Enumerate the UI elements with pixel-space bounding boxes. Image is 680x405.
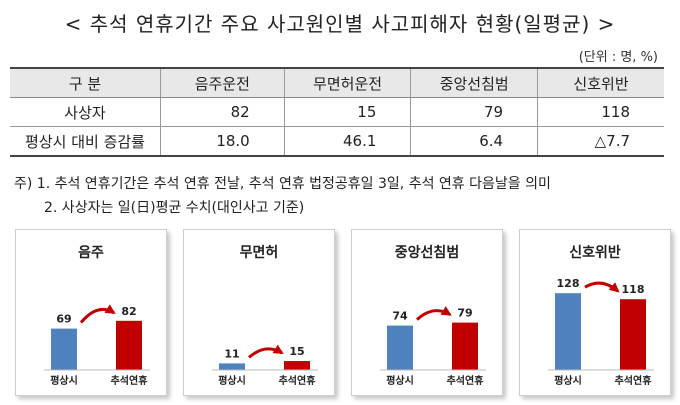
- category-label: 평상시: [386, 374, 414, 387]
- bar: [387, 325, 413, 370]
- table-cell: 46.1: [283, 126, 411, 157]
- trend-arrow-head: [440, 306, 452, 316]
- footnotes: 주) 1. 추석 연휴기간은 추석 연휴 전날, 추석 연휴 법정공휴일 3일,…: [14, 172, 551, 220]
- table-cell: 82: [160, 97, 285, 127]
- data-label: 11: [224, 347, 239, 360]
- bar: [555, 293, 581, 370]
- bar: [116, 320, 142, 370]
- footnote: 2. 사상자는 일(日)평균 수치(대인사고 기준): [44, 200, 305, 216]
- table-row: 사상자 82 15 79 118: [10, 97, 664, 127]
- table-row: 평상시 대비 증감률 18.0 46.1 6.4 △7.7: [10, 126, 664, 157]
- header-drunk: 음주운전: [160, 67, 285, 98]
- data-label: 82: [121, 305, 136, 318]
- bar: [452, 322, 478, 370]
- trend-arrow-head: [104, 304, 116, 314]
- table-cell: 18.0: [160, 126, 285, 157]
- chart-title: 음주: [78, 245, 104, 261]
- table-cell: 79: [410, 97, 538, 127]
- category-label: 평상시: [218, 374, 246, 387]
- category-label: 평상시: [50, 374, 78, 387]
- header-unlicensed: 무면허운전: [283, 67, 411, 98]
- header-centerline: 중앙선침범: [410, 67, 538, 98]
- chart-svg: 74 평상시 79 추석연휴: [380, 306, 486, 387]
- data-label: 74: [392, 310, 408, 323]
- footnote: 주) 1. 추석 연휴기간은 추석 연휴 전날, 추석 연휴 법정공휴일 3일,…: [14, 176, 551, 192]
- trend-arrow-head: [608, 282, 620, 293]
- data-label: 118: [622, 283, 645, 296]
- bar: [219, 363, 245, 370]
- trend-arrow-head: [272, 344, 284, 355]
- header-signal: 신호위반: [537, 67, 664, 98]
- page-title: < 추석 연휴기간 주요 사고원인별 사고피해자 현황(일평균) >: [64, 12, 616, 36]
- data-label: 79: [457, 307, 472, 320]
- table-header-row: 구 분 음주운전 무면허운전 중앙선침범 신호위반: [10, 67, 664, 98]
- chart-title: 신호위반: [569, 245, 621, 261]
- bar: [620, 299, 646, 370]
- category-label: 추석연휴: [111, 374, 148, 387]
- table-cell: 15: [283, 97, 411, 127]
- data-label: 128: [557, 277, 580, 290]
- chart-title: 무면허: [239, 245, 279, 261]
- category-label: 추석연휴: [447, 374, 484, 387]
- chart-title: 중앙선침범: [394, 245, 460, 261]
- chart-svg: 128 평상시 118 추석연휴: [548, 277, 654, 387]
- bar: [51, 328, 77, 370]
- bar: [284, 361, 310, 370]
- category-label: 추석연휴: [615, 374, 652, 387]
- data-label: 69: [56, 313, 71, 326]
- chart-panel: 음주 69 평상시 82 추석연휴: [15, 229, 167, 396]
- stats-table: 구 분 음주운전 무면허운전 중앙선침범 신호위반 사상자 82 15 79 1…: [10, 67, 664, 157]
- chart-svg: 11 평상시 15 추석연휴: [212, 344, 318, 387]
- chart-panel: 중앙선침범 74 평상시 79 추석연휴: [351, 229, 503, 396]
- table-cell: 118: [537, 97, 664, 127]
- data-label: 15: [289, 345, 304, 358]
- category-label: 평상시: [554, 374, 582, 387]
- row-label: 사상자: [10, 97, 161, 127]
- header-category: 구 분: [10, 67, 161, 98]
- table-cell: △7.7: [537, 126, 664, 157]
- chart-panel: 신호위반 128 평상시 118 추석연휴: [519, 229, 671, 396]
- chart-panel: 무면허 11 평상시 15 추석연휴: [183, 229, 335, 396]
- table-cell: 6.4: [410, 126, 538, 157]
- category-label: 추석연휴: [279, 374, 316, 387]
- row-label: 평상시 대비 증감률: [10, 126, 161, 157]
- chart-svg: 69 평상시 82 추석연휴: [44, 304, 150, 387]
- unit-label: (단위 : 명, %): [578, 50, 658, 65]
